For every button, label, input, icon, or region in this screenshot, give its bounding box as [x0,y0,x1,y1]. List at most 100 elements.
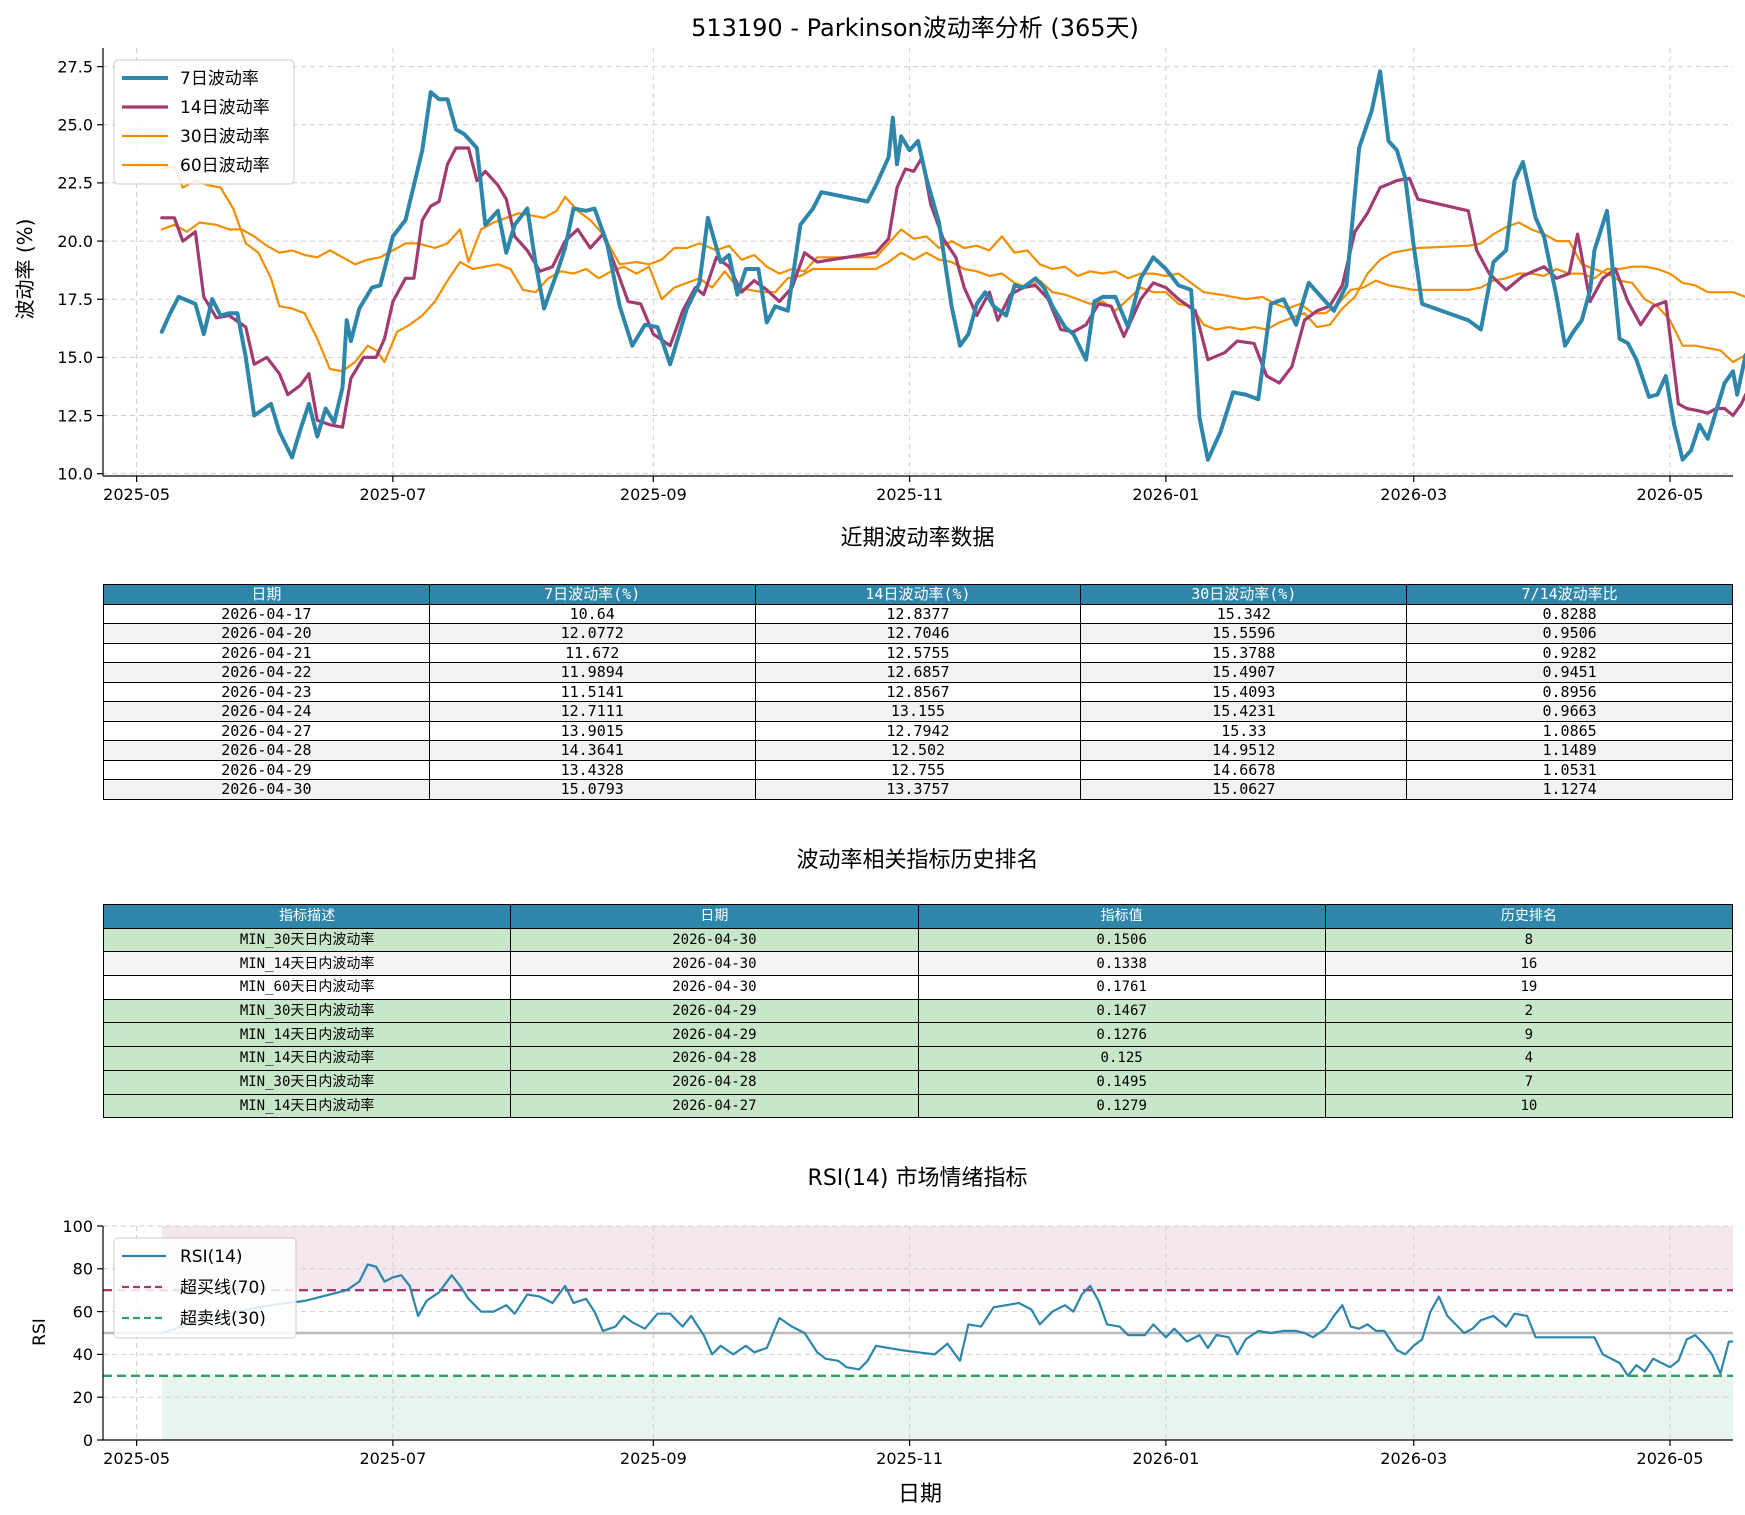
y-tick-label: 25.0 [57,116,93,135]
legend-label: RSI(14) [180,1247,243,1267]
table-row: 2026-04-20 12.0772 12.7046 15.5596 0.9506 [103,623,1733,644]
table-cell: 8 [1324,927,1734,953]
legend-frame [113,1237,297,1339]
y-tick-label: 22.5 [57,174,93,193]
table-cell: 12.8567 [754,681,1082,702]
table-cell: 2026-04-29 [103,759,430,780]
table-cell: 13.155 [754,701,1082,722]
table-cell: 0.9663 [1406,701,1733,722]
vol-table-title: 近期波动率数据 [840,526,995,551]
table-cell: 15.4231 [1080,701,1408,722]
table-cell: MIN_14天日内波动率 [102,951,512,977]
rsi-legend: RSI(14) 超买线(70) 超卖线(30) [113,1237,297,1339]
y-tick-label: 12.5 [57,406,93,425]
y-tick-label: 20.0 [57,232,93,251]
x-tick-label: 2026-01 [1132,1449,1199,1468]
table-cell: 0.8956 [1406,681,1733,702]
vol-header-cell: 14日波动率(%) [754,584,1082,605]
table-cell: 1.0865 [1406,720,1733,741]
table-cell: 2 [1324,998,1734,1024]
table-cell: 13.9015 [428,720,756,741]
table-cell: 1.0531 [1406,759,1733,780]
table-row: 2026-04-24 12.7111 13.155 15.4231 0.9663 [103,701,1733,722]
table-cell: MIN_14天日内波动率 [102,1022,512,1048]
rsi-zone [161,1226,1733,1291]
table-row: 2026-04-30 15.0793 13.3757 15.0627 1.1274 [103,779,1733,800]
x-tick-label: 2026-03 [1380,1449,1447,1468]
rank-header-cell: 历史排名 [1324,904,1734,929]
table-cell: 2026-04-30 [103,779,430,800]
table-cell: 0.1338 [917,951,1326,977]
table-cell: 2026-04-30 [510,927,919,953]
series-line [160,165,1745,373]
table-cell: 12.7111 [428,701,756,722]
vol-header-cell: 日期 [103,584,430,605]
table-cell: 2026-04-24 [103,701,430,722]
x-tick-label: 2026-01 [1132,485,1199,500]
table-cell: 15.3788 [1080,642,1408,663]
table-cell: 15.4093 [1080,681,1408,702]
table-cell: 4 [1324,1046,1734,1071]
table-cell: 15.342 [1080,603,1408,624]
table-cell: 14.9512 [1080,740,1408,761]
x-tick-label: 2026-03 [1380,485,1447,500]
y-tick-label: 0 [83,1431,93,1450]
table-cell: 2026-04-29 [510,998,919,1024]
table-cell: 12.5755 [754,642,1082,663]
table-cell: 1.1274 [1406,779,1733,800]
y-axis-label: 波动率 (%) [13,219,37,320]
table-cell: 7 [1324,1069,1734,1095]
rsi-zone [161,1375,1733,1440]
table-cell: 12.7942 [754,720,1082,741]
table-cell: 15.0627 [1080,779,1408,800]
table-cell: 2026-04-29 [510,1022,919,1048]
table-cell: 9 [1324,1022,1734,1048]
table-cell: 0.9282 [1406,642,1733,663]
table-cell: MIN_14天日内波动率 [102,1046,512,1071]
table-cell: 2026-04-30 [510,975,919,1000]
table-cell: 2026-04-20 [103,623,430,644]
table-cell: 0.1495 [917,1069,1326,1095]
ranking-table: 指标描述 日期 指标值 历史排名 MIN_30天日内波动率 2026-04-30 0.15… [102,904,1734,1119]
series-line [160,195,1745,315]
table-cell: 14.3641 [428,740,756,761]
table-row: MIN_60天日内波动率 2026-04-30 0.1761 19 [102,975,1734,1000]
rsi-y-axis-label: RSI [30,1318,50,1346]
table-row: MIN_14天日内波动率 2026-04-27 0.1279 10 [102,1093,1734,1119]
rsi-x-axis-label: 日期 [898,1482,942,1507]
series-line [160,146,1745,429]
table-cell: 15.5596 [1080,623,1408,644]
vol-header-cell: 7日波动率(%) [428,584,756,605]
rank-header-cell: 日期 [510,904,919,929]
table-cell: 2026-04-22 [103,662,430,683]
table-cell: 0.9451 [1406,662,1733,683]
y-tick-label: 17.5 [57,290,93,309]
table-cell: 12.7046 [754,623,1082,644]
table-cell: MIN_30天日内波动率 [102,998,512,1024]
table-cell: 0.8288 [1406,603,1733,624]
table-cell: 12.6857 [754,662,1082,683]
table-row: 2026-04-22 11.9894 12.6857 15.4907 0.9451 [103,662,1733,683]
table-cell: 16 [1324,951,1734,977]
table-cell: 0.1761 [917,975,1326,1000]
table-cell: 15.33 [1080,720,1408,741]
table-cell: MIN_30天日内波动率 [102,927,512,953]
rank-header-cell: 指标描述 [102,904,512,929]
table-cell: 12.755 [754,759,1082,780]
table-row: MIN_14天日内波动率 2026-04-28 0.125 4 [102,1046,1734,1071]
legend-frame [113,59,295,185]
x-tick-label: 2025-11 [876,485,943,500]
y-tick-label: 27.5 [57,57,93,76]
y-tick-label: 15.0 [57,348,93,367]
table-cell: 15.4907 [1080,662,1408,683]
table-row: MIN_30天日内波动率 2026-04-28 0.1495 7 [102,1069,1734,1095]
table-cell: 14.6678 [1080,759,1408,780]
rsi-chart-title: RSI(14) 市场情绪指标 [807,1166,1028,1191]
legend-label: 60日波动率 [180,156,270,176]
table-cell: 11.672 [428,642,756,663]
table-cell: 11.9894 [428,662,756,683]
table-cell: 1.1489 [1406,740,1733,761]
y-tick-label: 20 [73,1388,93,1407]
table-cell: 2026-04-21 [103,642,430,663]
